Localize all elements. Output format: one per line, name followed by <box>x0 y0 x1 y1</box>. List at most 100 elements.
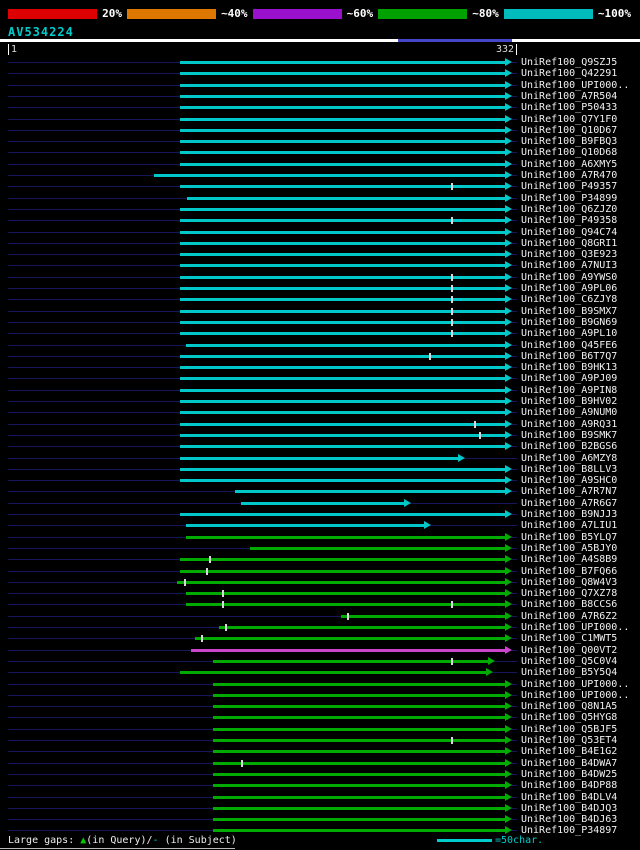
hit-label[interactable]: UniRef100_B9HK13 <box>521 362 618 374</box>
alignment-bar[interactable] <box>234 490 505 494</box>
hit-label[interactable]: UniRef100_P34897 <box>521 825 618 837</box>
alignment-bar[interactable] <box>179 456 458 460</box>
hit-label[interactable]: UniRef100_A7NUI3 <box>521 260 618 272</box>
alignment-bar[interactable] <box>179 400 505 403</box>
alignment-bar[interactable] <box>179 411 505 415</box>
hit-label[interactable]: UniRef100_A9PL06 <box>521 283 618 294</box>
alignment-bar[interactable] <box>213 761 505 765</box>
hit-label[interactable]: UniRef100_Q42291 <box>521 68 618 80</box>
alignment-bar[interactable] <box>179 479 505 483</box>
alignment-bar[interactable] <box>179 433 505 437</box>
alignment-bar[interactable] <box>213 784 505 788</box>
alignment-bar[interactable] <box>179 388 505 392</box>
hit-label[interactable]: UniRef100_B4DWA7 <box>521 757 618 769</box>
alignment-bar[interactable] <box>185 524 425 528</box>
alignment-bar[interactable] <box>179 377 505 381</box>
hit-label[interactable]: UniRef100_Q7Y1F0 <box>521 113 618 125</box>
alignment-bar[interactable] <box>179 253 505 257</box>
hit-label[interactable]: UniRef100_B4DJ63 <box>521 814 618 826</box>
alignment-bar[interactable] <box>213 829 505 833</box>
alignment-bar[interactable] <box>179 83 505 87</box>
alignment-bar[interactable] <box>219 626 505 629</box>
alignment-bar[interactable] <box>154 174 505 177</box>
hit-label[interactable]: UniRef100_Q5HYG8 <box>521 712 618 724</box>
alignment-bar[interactable] <box>179 117 505 121</box>
alignment-bar[interactable] <box>213 795 505 799</box>
hit-label[interactable]: UniRef100_A7R7N7 <box>521 486 618 498</box>
alignment-bar[interactable] <box>179 151 505 155</box>
alignment-bar[interactable] <box>179 467 505 471</box>
hit-label[interactable]: UniRef100_B4DP88 <box>521 780 618 792</box>
alignment-bar[interactable] <box>179 72 505 76</box>
alignment-bar[interactable] <box>179 264 505 268</box>
hit-label[interactable]: UniRef100_A7R6G7 <box>521 497 618 509</box>
alignment-bar[interactable] <box>179 558 505 562</box>
hit-label[interactable]: UniRef100_B9SMK7 <box>521 429 618 441</box>
hit-label[interactable]: UniRef100_A9NUM0 <box>521 407 618 419</box>
hit-label[interactable]: UniRef100_B9HV02 <box>521 396 618 407</box>
alignment-bar[interactable] <box>179 185 505 189</box>
alignment-bar[interactable] <box>179 241 505 245</box>
hit-label[interactable]: UniRef100_A9YWS0 <box>521 271 618 283</box>
alignment-bar[interactable] <box>213 806 505 810</box>
hit-label[interactable]: UniRef100_Q00VT2 <box>521 644 618 656</box>
hit-label[interactable]: UniRef100_B4E1G2 <box>521 746 618 758</box>
alignment-bar[interactable] <box>213 693 505 697</box>
hit-label[interactable]: UniRef100_Q7XZ78 <box>521 588 618 600</box>
alignment-bar[interactable] <box>179 366 505 370</box>
alignment-bar[interactable] <box>179 207 505 211</box>
alignment-bar[interactable] <box>185 592 505 596</box>
hit-label[interactable]: UniRef100_A7R470 <box>521 170 618 181</box>
alignment-bar[interactable] <box>179 354 505 358</box>
alignment-bar[interactable] <box>213 716 505 720</box>
alignment-bar[interactable] <box>185 535 505 539</box>
hit-label[interactable]: UniRef100_Q3E923 <box>521 249 618 261</box>
hit-label[interactable]: UniRef100_Q5BJF5 <box>521 723 618 735</box>
alignment-bar[interactable] <box>213 750 505 754</box>
alignment-bar[interactable] <box>179 671 487 675</box>
hit-label[interactable]: UniRef100_B8CCS6 <box>521 599 618 611</box>
alignment-bar[interactable] <box>179 569 505 573</box>
alignment-bar[interactable] <box>179 513 505 516</box>
hit-label[interactable]: UniRef100_Q5C0V4 <box>521 655 618 667</box>
alignment-bar[interactable] <box>179 162 505 166</box>
hit-label[interactable]: UniRef100_Q6ZJZ0 <box>521 203 618 215</box>
alignment-bar[interactable] <box>179 445 505 449</box>
hit-label[interactable]: UniRef100_A7LIU1 <box>521 520 618 532</box>
hit-label[interactable]: UniRef100_Q8GRI1 <box>521 237 618 249</box>
hit-label[interactable]: UniRef100_P49358 <box>521 215 618 227</box>
hit-label[interactable]: UniRef100_A4S8B9 <box>521 554 618 566</box>
alignment-bar[interactable] <box>187 196 505 200</box>
hit-label[interactable]: UniRef100_B4DW25 <box>521 768 618 780</box>
alignment-bar[interactable] <box>179 320 505 324</box>
hit-label[interactable]: UniRef100_A9SHC0 <box>521 475 618 487</box>
alignment-bar[interactable] <box>213 739 505 742</box>
alignment-bar[interactable] <box>179 422 505 426</box>
alignment-bar[interactable] <box>179 219 505 223</box>
hit-label[interactable]: UniRef100_B9FBQ3 <box>521 136 618 148</box>
hit-label[interactable]: UniRef100_A6MZY8 <box>521 452 618 464</box>
alignment-bar[interactable] <box>179 287 505 290</box>
hit-label[interactable]: UniRef100_Q9SZJ5 <box>521 57 618 68</box>
alignment-bar[interactable] <box>179 94 505 98</box>
hit-label[interactable]: UniRef100_UPI000.. <box>521 689 630 701</box>
alignment-bar[interactable] <box>179 61 505 64</box>
hit-label[interactable]: UniRef100_B9NJJ3 <box>521 509 618 520</box>
alignment-bar[interactable] <box>176 580 505 584</box>
alignment-bar[interactable] <box>340 614 505 618</box>
alignment-bar[interactable] <box>179 332 505 336</box>
alignment-bar[interactable] <box>179 309 505 313</box>
hit-label[interactable]: UniRef100_A9RQ31 <box>521 418 618 430</box>
hit-label[interactable]: UniRef100_B2BGS6 <box>521 441 618 453</box>
alignment-bar[interactable] <box>249 546 505 550</box>
alignment-bar[interactable] <box>179 140 505 144</box>
alignment-bar[interactable] <box>213 659 488 663</box>
alignment-bar[interactable] <box>179 298 505 302</box>
hit-label[interactable]: UniRef100_A5BJY0 <box>521 542 618 554</box>
alignment-bar[interactable] <box>179 106 505 110</box>
alignment-bar[interactable] <box>190 648 505 652</box>
hit-label[interactable]: UniRef100_UPI000.. <box>521 622 630 633</box>
hit-label[interactable]: UniRef100_P50433 <box>521 102 618 114</box>
hit-label[interactable]: UniRef100_C6ZJY8 <box>521 294 618 306</box>
hit-label[interactable]: UniRef100_C1MWT5 <box>521 633 618 645</box>
